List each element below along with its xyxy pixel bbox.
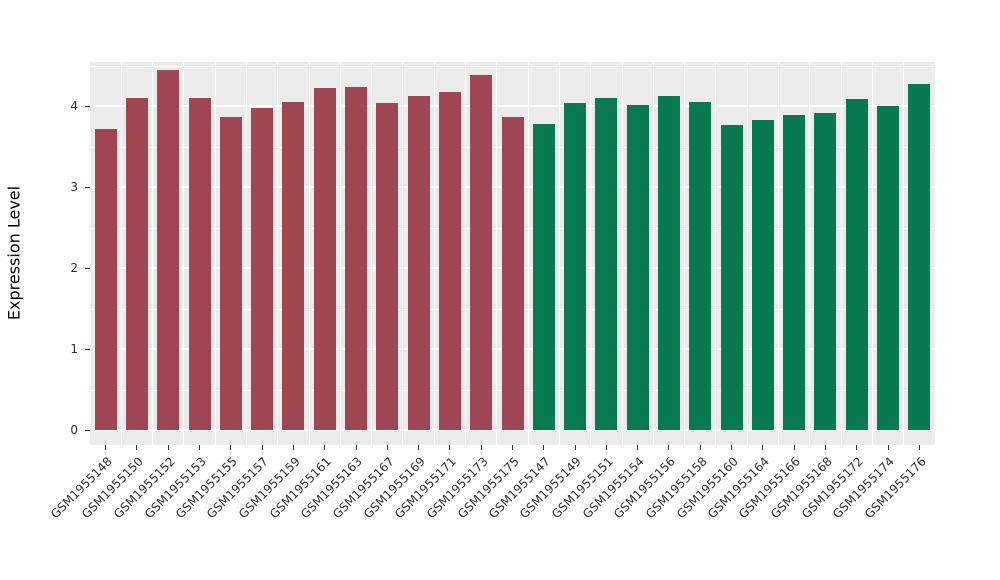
gridline-minor-x bbox=[840, 62, 842, 445]
y-tick-mark bbox=[85, 349, 90, 350]
gridline-minor-x bbox=[339, 62, 341, 445]
bar bbox=[125, 97, 148, 430]
x-axis: GSM1955148 GSM1955150 GSM1955152 GSM1955153… bbox=[48, 445, 935, 575]
bar bbox=[626, 105, 649, 430]
bar bbox=[219, 116, 242, 430]
gridline-minor-x bbox=[903, 62, 905, 445]
bar bbox=[783, 114, 806, 430]
bar bbox=[720, 124, 743, 430]
bar bbox=[157, 69, 180, 430]
bar bbox=[376, 102, 399, 430]
bar bbox=[94, 128, 117, 430]
x-tick-mark bbox=[637, 445, 639, 450]
x-tick-mark bbox=[480, 445, 482, 450]
gridline-minor-x bbox=[496, 62, 498, 445]
gridline-minor-x bbox=[652, 62, 654, 445]
bar bbox=[845, 98, 868, 430]
gridline-minor-y bbox=[90, 65, 935, 67]
x-tick-mark bbox=[762, 445, 764, 450]
x-tick-mark bbox=[199, 445, 201, 450]
x-tick-mark bbox=[731, 445, 733, 450]
bar bbox=[251, 108, 274, 430]
gridline-minor-x bbox=[684, 62, 686, 445]
x-tick-mark bbox=[105, 445, 107, 450]
gridline-major-y bbox=[90, 105, 935, 107]
bar bbox=[689, 101, 712, 430]
x-tick-mark bbox=[230, 445, 232, 450]
gridline-minor-x bbox=[621, 62, 623, 445]
gridline-minor-x bbox=[214, 62, 216, 445]
gridline-minor-x bbox=[809, 62, 811, 445]
bar bbox=[188, 97, 211, 430]
gridline-minor-x bbox=[308, 62, 310, 445]
gridline-minor-x bbox=[590, 62, 592, 445]
plot-panel bbox=[90, 62, 935, 445]
bar bbox=[564, 102, 587, 430]
y-tick-mark bbox=[85, 187, 90, 188]
x-tick-mark bbox=[605, 445, 607, 450]
x-tick-mark bbox=[167, 445, 169, 450]
x-tick-mark bbox=[292, 445, 294, 450]
x-tick-mark bbox=[668, 445, 670, 450]
y-tick-label: 3 bbox=[70, 180, 78, 194]
gridline-minor-x bbox=[527, 62, 529, 445]
gridline-minor-x bbox=[402, 62, 404, 445]
bar bbox=[313, 88, 336, 430]
y-axis: 0 1 2 3 4 bbox=[0, 62, 90, 445]
gridline-minor-x bbox=[715, 62, 717, 445]
x-tick-mark bbox=[449, 445, 451, 450]
gridline-minor-x bbox=[120, 62, 122, 445]
y-tick-label: 1 bbox=[70, 342, 78, 356]
x-tick-mark bbox=[261, 445, 263, 450]
bar bbox=[657, 96, 680, 430]
x-tick-mark bbox=[824, 445, 826, 450]
bar bbox=[532, 123, 555, 430]
gridline-minor-x bbox=[277, 62, 279, 445]
x-tick-mark bbox=[418, 445, 420, 450]
gridline-minor-x bbox=[183, 62, 185, 445]
gridline-minor-x bbox=[558, 62, 560, 445]
x-tick-mark bbox=[887, 445, 889, 450]
x-tick-mark bbox=[136, 445, 138, 450]
x-tick-mark bbox=[324, 445, 326, 450]
bar bbox=[470, 75, 493, 430]
y-tick-mark bbox=[85, 268, 90, 269]
y-tick-mark bbox=[85, 430, 90, 431]
x-tick-mark bbox=[793, 445, 795, 450]
bar bbox=[751, 119, 774, 430]
x-tick-mark bbox=[918, 445, 920, 450]
bar bbox=[814, 113, 837, 430]
gridline-minor-x bbox=[433, 62, 435, 445]
gridline-minor-x bbox=[245, 62, 247, 445]
bar bbox=[345, 86, 368, 430]
gridline-minor-x bbox=[465, 62, 467, 445]
y-tick-label: 4 bbox=[70, 99, 78, 113]
y-tick-label: 0 bbox=[70, 423, 78, 437]
bar bbox=[595, 97, 618, 430]
gridline-major-y bbox=[90, 429, 935, 431]
bar bbox=[501, 116, 524, 430]
x-tick-mark bbox=[574, 445, 576, 450]
x-tick-mark bbox=[355, 445, 357, 450]
bar bbox=[282, 101, 305, 430]
gridline-minor-x bbox=[152, 62, 154, 445]
gridline-minor-x bbox=[778, 62, 780, 445]
gridline-minor-x bbox=[746, 62, 748, 445]
gridline-minor-x bbox=[371, 62, 373, 445]
x-tick-mark bbox=[699, 445, 701, 450]
x-tick-mark bbox=[386, 445, 388, 450]
x-tick-mark bbox=[543, 445, 545, 450]
bar bbox=[407, 96, 430, 430]
bar bbox=[438, 92, 461, 430]
x-tick-mark bbox=[512, 445, 513, 450]
y-tick-mark bbox=[85, 106, 90, 107]
y-tick-label: 2 bbox=[70, 261, 78, 275]
gridline-minor-x bbox=[871, 62, 873, 445]
bar bbox=[877, 106, 900, 430]
bar bbox=[908, 84, 931, 430]
x-tick-mark bbox=[856, 445, 858, 450]
